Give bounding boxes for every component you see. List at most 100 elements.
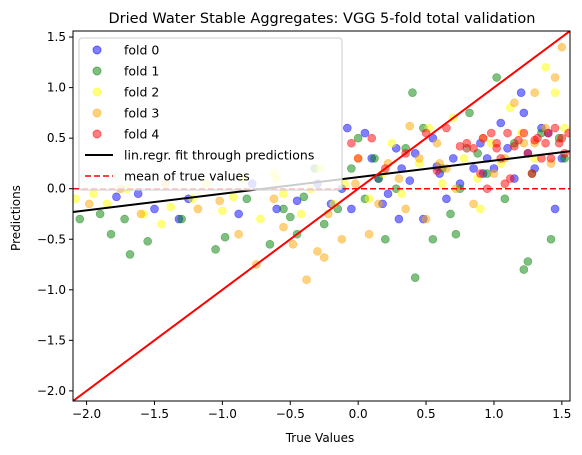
legend-label-fold-0: fold 0 — [124, 43, 159, 58]
fold-1-point — [106, 229, 116, 239]
fold-4-point — [347, 138, 356, 148]
fold-3-point — [550, 73, 560, 82]
fold-1-point — [265, 240, 275, 249]
fold-3-point — [394, 174, 404, 183]
fold-4-point — [496, 154, 506, 163]
fold-0-point — [496, 118, 506, 128]
fold-0-point — [133, 189, 143, 199]
fold-4-point — [550, 123, 560, 133]
fold-2-point — [156, 219, 166, 229]
fold-1-point — [319, 219, 329, 229]
fold-0-point — [150, 204, 159, 214]
fold-2-point — [476, 204, 485, 214]
fold-2-point — [188, 194, 197, 204]
fold-1-point — [546, 234, 556, 244]
x-tick-label: 1.0 — [484, 407, 503, 421]
fold-2-point — [228, 192, 238, 202]
x-axis-label: True Values — [285, 431, 355, 445]
fold-3-point — [215, 196, 224, 206]
fold-4-point — [560, 149, 569, 158]
fold-1-point — [347, 164, 356, 173]
fold-0-point — [347, 204, 356, 214]
x-tick-label: −0.5 — [276, 407, 305, 421]
fold-0-point — [234, 209, 243, 219]
fold-4-point — [492, 143, 501, 153]
axes: −2.0 −1.5 −1.0 −0.5 0.0 0.5 1.0 1.5 −2.0 −1.5 −1.0… — [37, 30, 572, 421]
legend-marker-fold-0 — [92, 45, 102, 55]
fold-1-point — [353, 133, 363, 143]
fold-3-point — [530, 88, 539, 97]
x-tick-label: −1.0 — [208, 407, 237, 421]
fold-1-point — [410, 273, 420, 282]
fold-2-point — [296, 209, 306, 219]
y-tick-label: −2.0 — [37, 384, 66, 398]
fold-0-point — [112, 192, 121, 202]
fold-3-point — [313, 247, 322, 256]
fold-1-point — [285, 212, 295, 222]
fold-0-point — [394, 214, 404, 224]
fold-2-point — [279, 189, 288, 199]
y-tick-label: −0.5 — [37, 232, 66, 246]
fold-1-point — [279, 204, 288, 214]
fold-1-point — [408, 88, 417, 97]
fold-3-point — [405, 121, 415, 131]
x-tick-label: 1.5 — [552, 407, 571, 421]
fold-2-point — [256, 214, 265, 224]
fold-4-point — [367, 133, 377, 143]
fold-3-point — [469, 199, 478, 209]
legend-marker-fold-4 — [92, 129, 102, 139]
legend-label-fold-1: fold 1 — [124, 64, 159, 79]
fold-1-point — [523, 257, 533, 266]
fold-2-point — [397, 189, 406, 199]
fold-1-point — [465, 108, 474, 118]
fold-1-point — [500, 194, 510, 204]
fold-3-point — [421, 214, 431, 224]
fold-3-point — [279, 222, 288, 232]
legend-label-mean: mean of true values — [124, 169, 250, 184]
fold-4-point — [353, 154, 363, 163]
fold-4-point — [546, 154, 556, 163]
fold-4-point — [510, 141, 519, 151]
legend-label-fold-2: fold 2 — [124, 85, 159, 100]
fold-0-point — [442, 194, 451, 204]
fold-0-point — [360, 128, 370, 138]
fold-4-point — [455, 141, 465, 151]
fold-4-point — [469, 143, 478, 153]
fold-4-point — [519, 128, 529, 138]
fold-3-point — [374, 199, 383, 209]
fold-4-point — [530, 135, 539, 145]
fold-4-point — [486, 128, 496, 138]
legend-label-fold-3: fold 3 — [124, 106, 159, 121]
fold-1-point — [519, 265, 529, 274]
fold-3-point — [401, 204, 410, 214]
fold-2-point — [438, 179, 447, 188]
fold-3-point — [288, 240, 298, 249]
y-tick-label: 1.5 — [47, 30, 66, 44]
fold-3-point — [85, 199, 94, 209]
fold-0-point — [469, 164, 478, 173]
y-tick-label: 1.0 — [47, 81, 66, 95]
fold-4-point — [478, 133, 488, 143]
fold-3-point — [510, 98, 519, 108]
fold-2-point — [89, 189, 98, 199]
fold-0-point — [292, 196, 302, 206]
fold-1-point — [299, 192, 309, 202]
fold-4-point — [503, 128, 512, 138]
legend-marker-fold-3 — [92, 108, 102, 118]
fold-3-point — [269, 194, 279, 204]
fold-1-point — [428, 234, 438, 244]
fold-1-point — [143, 236, 152, 246]
fold-4-point — [527, 169, 537, 178]
fold-3-point — [351, 179, 360, 188]
fold-1-point — [220, 232, 230, 242]
fold-3-point — [432, 138, 442, 148]
fold-3-point — [557, 42, 567, 52]
fold-1-point — [381, 234, 390, 244]
fold-3-point — [193, 204, 203, 214]
fold-3-point — [319, 253, 329, 262]
legend: fold 0 fold 1 fold 2 fold 3 fold 4 lin.regr. … — [78, 37, 343, 191]
x-tick-label: −2.0 — [72, 407, 101, 421]
fold-4-point — [543, 128, 553, 138]
fold-2-point — [550, 88, 560, 97]
fold-4-point — [500, 179, 510, 188]
